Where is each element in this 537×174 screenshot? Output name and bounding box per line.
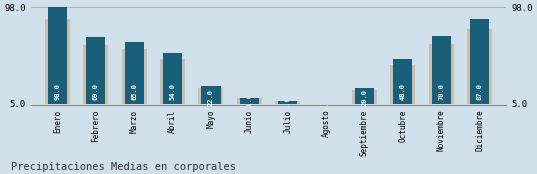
Bar [470, 19, 489, 104]
Bar [355, 88, 374, 104]
Text: 48.0: 48.0 [400, 83, 406, 100]
Bar [240, 98, 259, 104]
Text: 54.0: 54.0 [170, 83, 176, 100]
Bar [45, 19, 70, 104]
Bar [390, 65, 415, 104]
Bar [352, 90, 377, 104]
Bar [48, 7, 67, 104]
Text: 8.0: 8.0 [285, 96, 291, 109]
Text: 65.0: 65.0 [131, 83, 137, 100]
Bar [199, 88, 223, 104]
Text: 11.0: 11.0 [246, 93, 252, 110]
Bar [122, 49, 147, 104]
Bar [467, 29, 492, 104]
Bar [429, 44, 454, 104]
Text: 98.0: 98.0 [54, 83, 60, 100]
Bar [83, 45, 108, 104]
Bar [163, 53, 182, 104]
Bar [86, 37, 105, 104]
Text: 69.0: 69.0 [93, 83, 99, 100]
Text: 5.0: 5.0 [323, 97, 329, 110]
Bar [125, 42, 144, 104]
Bar [201, 86, 221, 104]
Bar [278, 101, 297, 104]
Text: 22.0: 22.0 [208, 89, 214, 106]
Text: 87.0: 87.0 [477, 83, 483, 100]
Text: 20.0: 20.0 [361, 89, 367, 106]
Bar [237, 98, 262, 104]
Bar [432, 36, 451, 104]
Bar [275, 101, 300, 104]
Text: Precipitaciones Medias en corporales: Precipitaciones Medias en corporales [11, 162, 236, 172]
Bar [160, 59, 185, 104]
Bar [393, 59, 412, 104]
Text: 70.0: 70.0 [438, 83, 444, 100]
